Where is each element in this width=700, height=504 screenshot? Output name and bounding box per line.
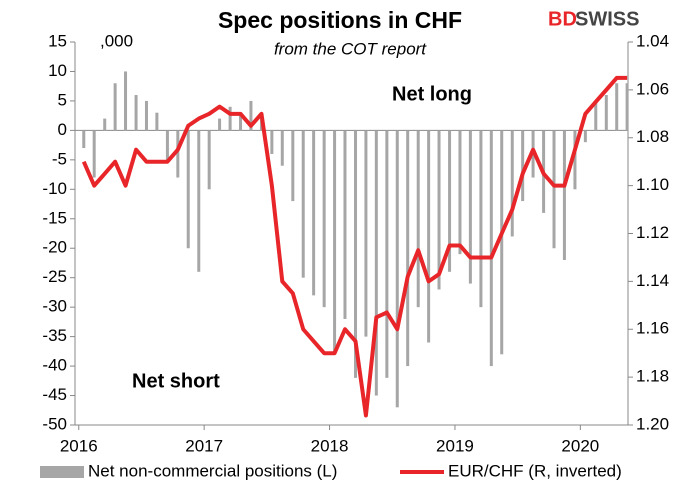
bar (249, 100, 253, 131)
y2-tick-label: 1.18 (636, 367, 669, 386)
bar (280, 130, 284, 166)
bar (82, 130, 86, 149)
line (81, 75, 628, 418)
y2-tick-label: 1.10 (636, 175, 669, 194)
x-tick-label: 2018 (311, 436, 349, 455)
x-tick-label: 2019 (436, 436, 474, 455)
bar (395, 130, 399, 408)
bar (468, 130, 472, 284)
bar (615, 83, 619, 131)
y2-tick-label: 1.20 (636, 414, 669, 433)
bar (322, 130, 326, 308)
bar (604, 95, 608, 131)
y-tick-label: -45 (42, 385, 67, 404)
bar (124, 71, 128, 131)
y2-tick-label: 1.12 (636, 223, 669, 242)
bar (489, 130, 493, 367)
bar (343, 130, 347, 319)
bar (354, 130, 358, 378)
bar (521, 130, 525, 202)
y-tick-label: -10 (42, 179, 67, 198)
bar (103, 118, 107, 131)
y-tick-label: -5 (52, 149, 67, 168)
bar (134, 95, 138, 131)
y-tick-label: -35 (42, 326, 67, 345)
y-tick-label: -25 (42, 267, 67, 286)
chart-subtitle: from the COT report (274, 39, 427, 58)
x-tick-label: 2016 (60, 436, 98, 455)
y-tick-label: 0 (58, 120, 67, 139)
bar (479, 130, 483, 308)
bar (583, 130, 587, 143)
y-tick-label: 10 (48, 61, 67, 80)
bar (144, 100, 148, 131)
bar (113, 83, 117, 131)
bar (197, 130, 201, 272)
bar (364, 130, 368, 337)
annotation: Net short (132, 370, 220, 392)
bar (437, 130, 441, 290)
y-tick-label: 15 (48, 31, 67, 50)
bar (594, 100, 598, 131)
bar (239, 112, 243, 131)
bar (291, 130, 295, 202)
y-tick-label: -20 (42, 238, 67, 257)
bar (270, 130, 274, 154)
bar (186, 130, 190, 249)
bar (228, 106, 232, 131)
bar (385, 130, 389, 378)
annotation: Net long (392, 83, 472, 105)
bar (301, 130, 305, 278)
y2-tick-label: 1.06 (636, 79, 669, 98)
y-tick-label: -50 (42, 414, 67, 433)
y-tick-label: 5 (58, 90, 67, 109)
y2-tick-label: 1.08 (636, 127, 669, 146)
bar (218, 118, 222, 131)
bar (448, 130, 452, 272)
bar (416, 130, 420, 308)
bar (406, 130, 410, 367)
bar (562, 130, 566, 261)
y2-tick-label: 1.14 (636, 271, 669, 290)
unit-note: ,000 (100, 31, 133, 50)
bar (165, 130, 169, 160)
legend-label: Net non-commercial positions (L) (88, 461, 337, 480)
x-tick-label: 2020 (561, 436, 599, 455)
legend-label: EUR/CHF (R, inverted) (448, 461, 622, 480)
bar (573, 130, 577, 190)
bar (312, 130, 316, 296)
bar (510, 130, 514, 237)
x-tick-label: 2017 (185, 436, 223, 455)
bar (625, 83, 629, 131)
y-tick-label: -30 (42, 297, 67, 316)
bar (500, 130, 504, 355)
bar (333, 130, 337, 355)
logo-bd: BD (548, 8, 577, 30)
bar (155, 112, 159, 131)
bar (92, 130, 96, 178)
chart-title: Spec positions in CHF (218, 7, 462, 33)
bar (552, 130, 556, 249)
y2-tick-label: 1.16 (636, 319, 669, 338)
logo-swiss: SWISS (575, 8, 639, 30)
bar (458, 130, 462, 255)
y2-tick-label: 1.04 (636, 31, 669, 50)
y-tick-label: -40 (42, 356, 67, 375)
bar (427, 130, 431, 343)
legend-swatch (40, 466, 84, 478)
bar (207, 130, 211, 190)
bar (374, 130, 378, 396)
y-tick-label: -15 (42, 208, 67, 227)
bar (176, 130, 180, 178)
